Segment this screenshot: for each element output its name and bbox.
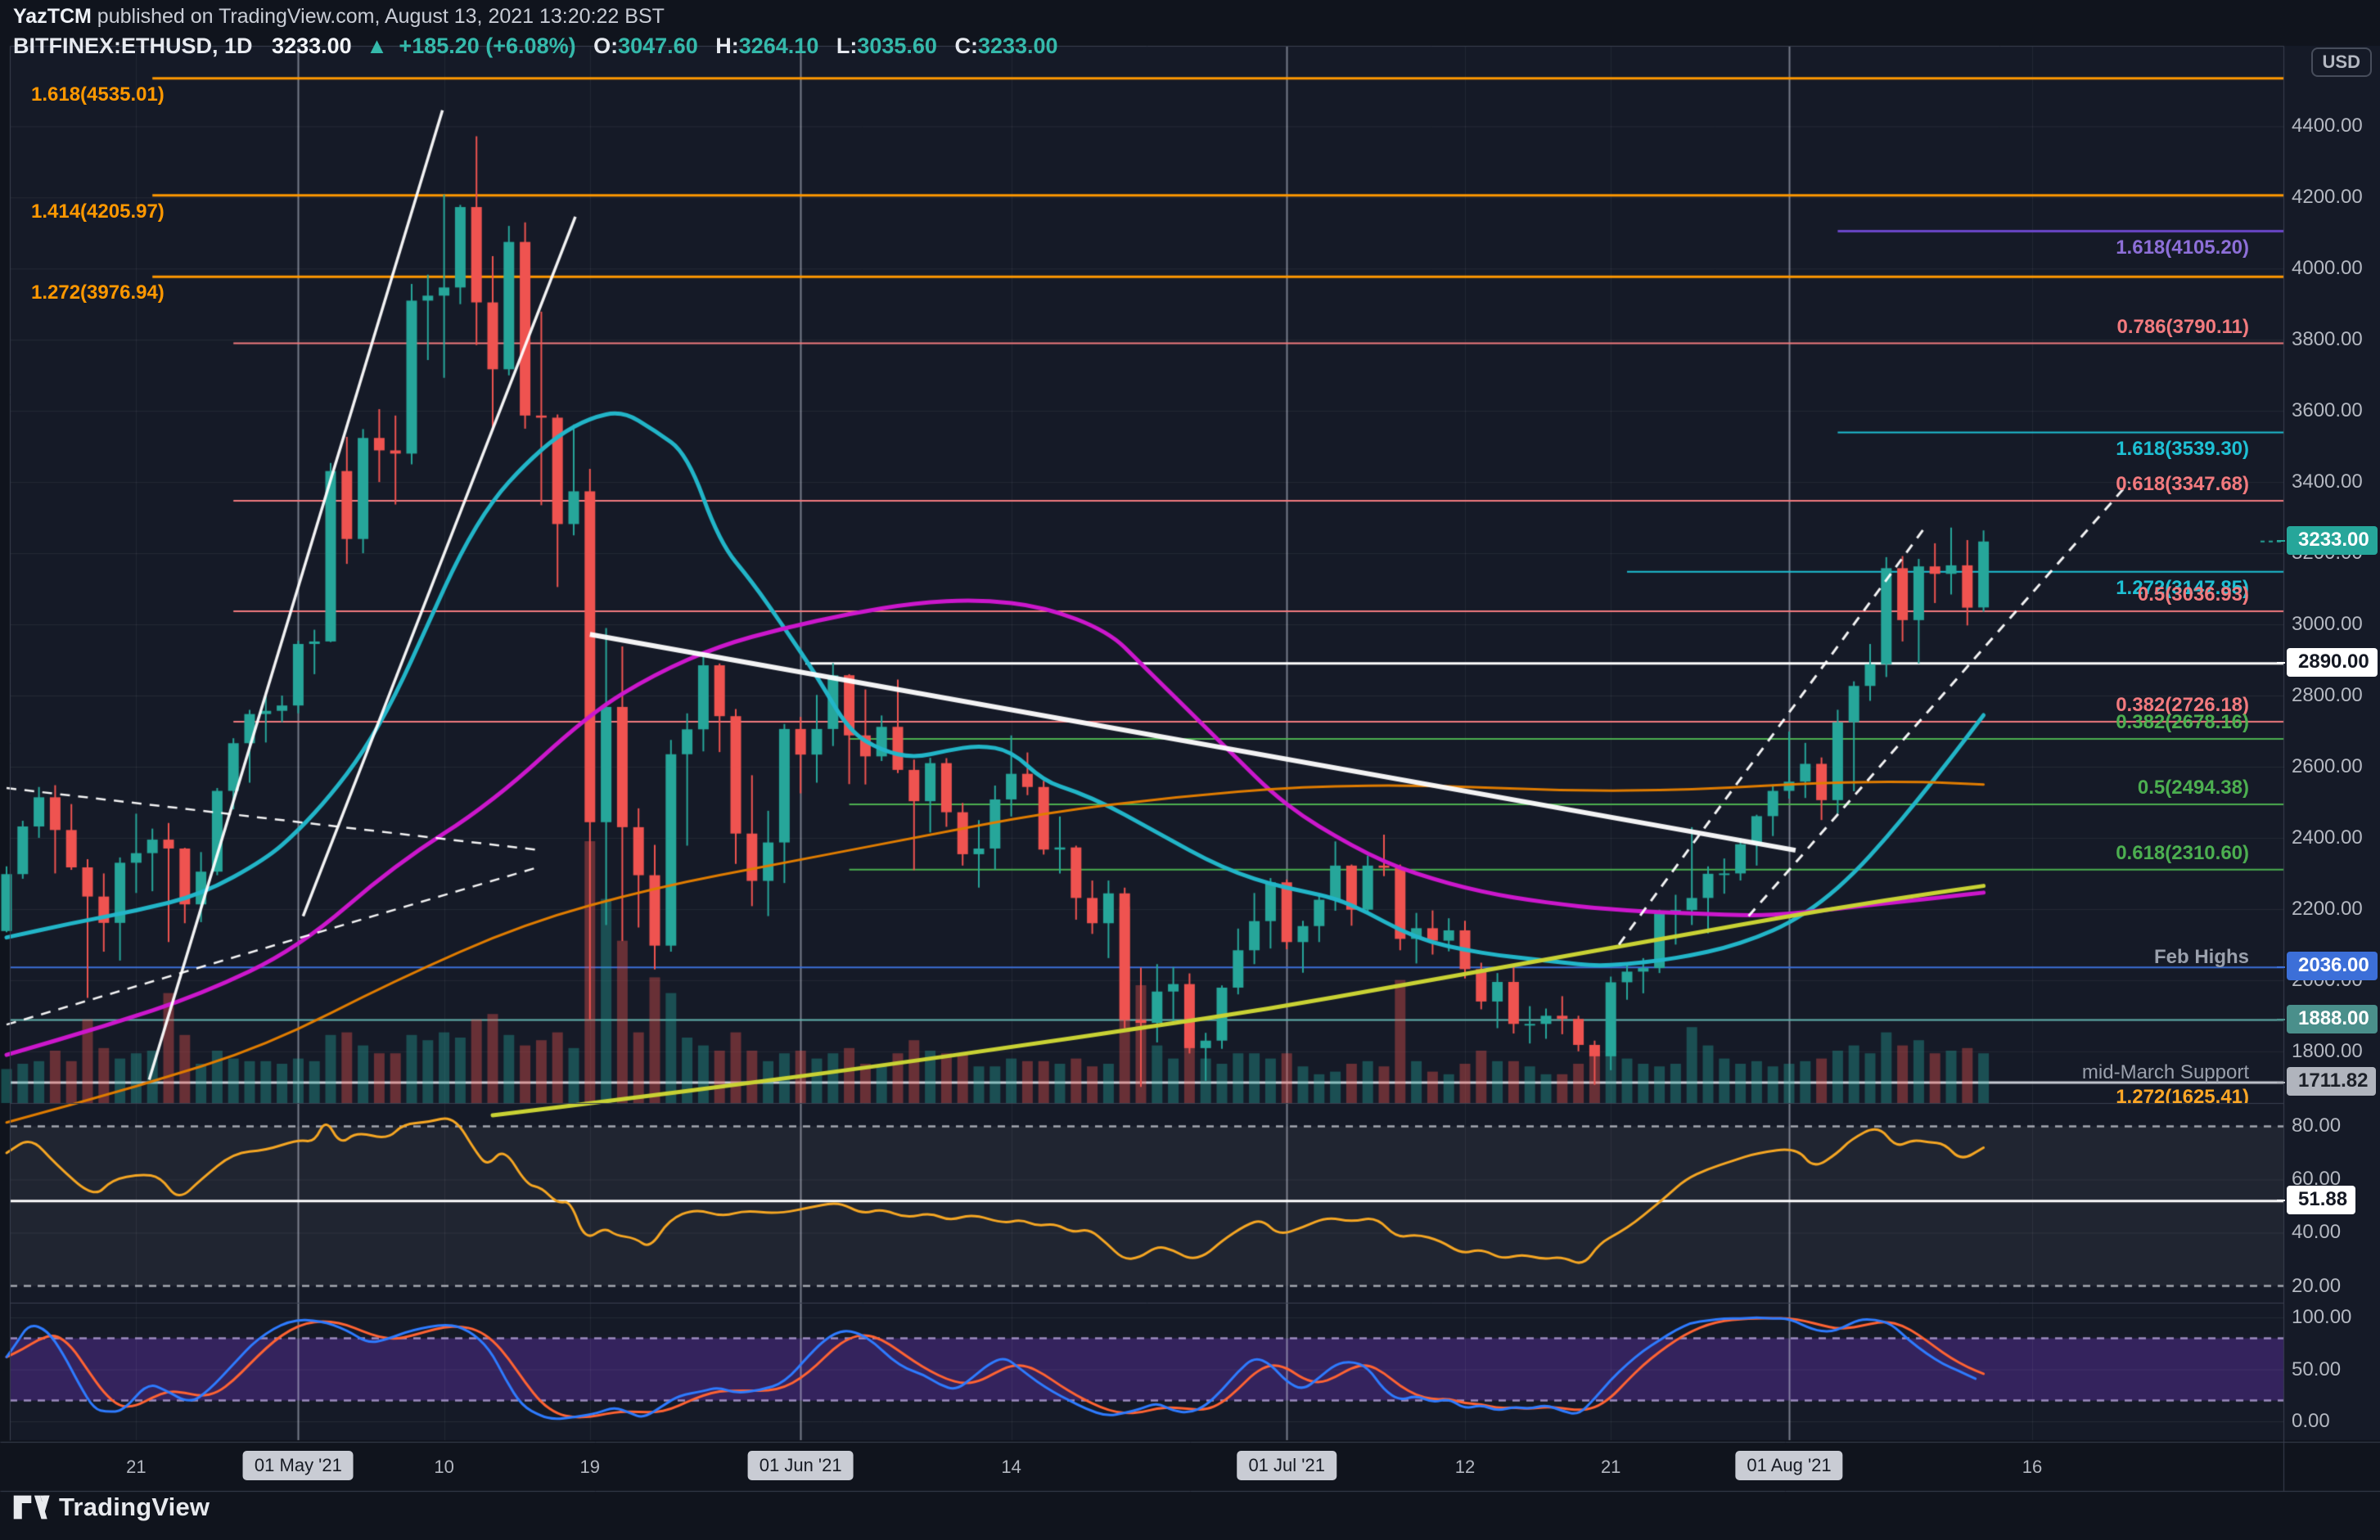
tradingview-logo-icon [13,1495,50,1520]
low-label: L: [836,34,858,58]
close-label: C: [954,34,978,58]
low-value: 3035.60 [857,34,937,58]
chart-header: YazTCM published on TradingView.com, Aug… [13,5,1058,59]
direction-arrow-icon: ▲ [366,34,388,58]
high-value: 3264.10 [738,34,819,58]
tradingview-logo[interactable]: TradingView [13,1493,210,1522]
open-label: O: [593,34,619,58]
symbol-title: BITFINEX:ETHUSD, 1D [13,34,253,58]
symbol-row: BITFINEX:ETHUSD, 1D 3233.00 ▲ +185.20 (+… [13,34,1058,59]
last-price: 3233.00 [272,34,352,58]
tradingview-logo-text: TradingView [59,1493,210,1521]
close-value: 3233.00 [977,34,1058,58]
open-value: 3047.60 [618,34,698,58]
change-value: +185.20 (+6.08%) [399,34,576,58]
byline-text: published on TradingView.com, August 13,… [91,5,665,28]
high-label: H: [715,34,739,58]
byline: YazTCM published on TradingView.com, Aug… [13,5,1058,29]
byline-username: YazTCM [13,5,92,28]
